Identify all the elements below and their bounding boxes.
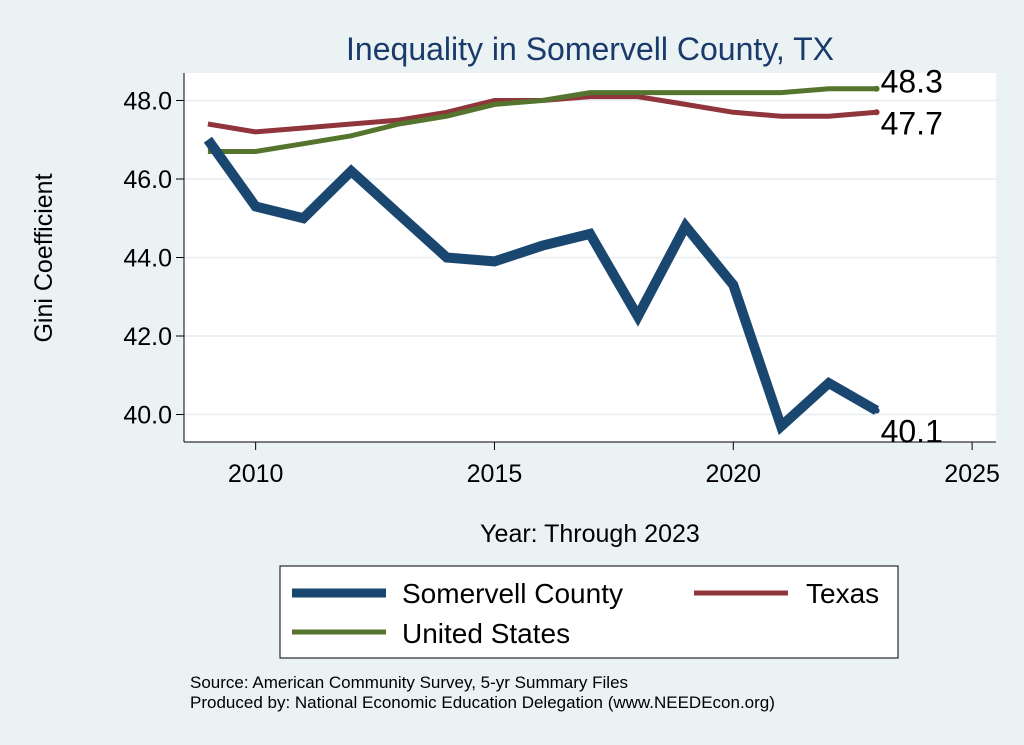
source-note: Source: American Community Survey, 5-yr …: [190, 673, 628, 692]
series-end-point: [873, 407, 880, 414]
y-axis-label: Gini Coefficient: [30, 173, 58, 342]
end-value-label: 48.3: [881, 64, 943, 100]
producer-note: Produced by: National Economic Education…: [190, 693, 775, 712]
series-end-point: [873, 85, 880, 92]
y-ticks: 40.0 42.0 44.0 46.0 48.0: [123, 87, 184, 430]
legend-box: [279, 565, 899, 659]
y-tick-label: 48.0: [123, 87, 172, 115]
x-axis-label: Year: Through 2023: [480, 520, 700, 548]
x-tick-label: 2010: [228, 460, 284, 488]
y-tick-label: 46.0: [123, 166, 172, 194]
legend-label-texas: Texas: [806, 578, 879, 609]
end-value-label: 40.1: [881, 414, 943, 450]
series-line-united-states: [207, 86, 877, 154]
x-tick-label: 2015: [467, 460, 523, 488]
y-tick-label: 42.0: [123, 323, 172, 351]
legend-label-united-states: United States: [402, 618, 570, 649]
series-line-somervell-county: [203, 136, 880, 436]
x-tick-label: 2025: [944, 460, 1000, 488]
x-ticks: 2010 2015 2020 2025: [228, 442, 1000, 488]
gridlines: [184, 99, 996, 416]
series-end-point: [873, 109, 880, 116]
y-tick-label: 44.0: [123, 245, 172, 273]
end-labels: 40.1 47.7 48.3: [881, 64, 943, 450]
y-tick-label: 40.0: [123, 402, 172, 430]
x-tick-label: 2020: [705, 460, 761, 488]
series-group: [203, 85, 880, 436]
legend-label-somervell-county: Somervell County: [402, 578, 623, 609]
chart-title: Inequality in Somervell County, TX: [346, 31, 834, 67]
end-value-label: 47.7: [881, 105, 943, 141]
